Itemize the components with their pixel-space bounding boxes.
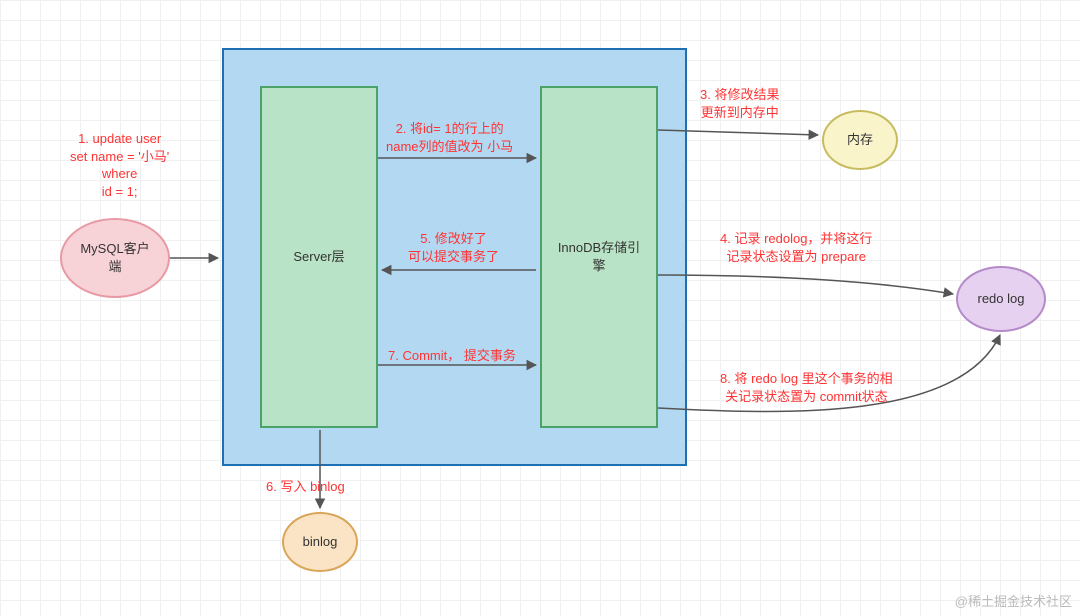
step-8-label: 8. 将 redo log 里这个事务的相 关记录状态置为 commit状态 <box>720 370 893 405</box>
step-4-label: 4. 记录 redolog，并将这行 记录状态设置为 prepare <box>720 230 872 265</box>
mysql-client-node: MySQL客户 端 <box>60 218 170 298</box>
step-3-label: 3. 将修改结果 更新到内存中 <box>700 86 779 121</box>
innodb-label: InnoDB存储引 擎 <box>558 239 640 275</box>
step-1-label: 1. update user set name = '小马' where id … <box>70 130 169 200</box>
memory-node: 内存 <box>822 110 898 170</box>
redolog-label: redo log <box>978 290 1025 308</box>
watermark-text: @稀土掘金技术社区 <box>955 591 1072 610</box>
step-7-label: 7. Commit， 提交事务 <box>388 347 516 365</box>
step-2-label: 2. 将id= 1的行上的 name列的值改为 小马 <box>386 120 513 155</box>
memory-label: 内存 <box>847 131 873 149</box>
step-6-label: 6. 写入 binlog <box>266 478 345 496</box>
server-label: Server层 <box>293 248 344 266</box>
step-5-label: 5. 修改好了 可以提交事务了 <box>408 230 499 265</box>
edge-e4 <box>658 275 953 294</box>
binlog-node: binlog <box>282 512 358 572</box>
server-layer-box: Server层 <box>260 86 378 428</box>
innodb-box: InnoDB存储引 擎 <box>540 86 658 428</box>
client-label: MySQL客户 端 <box>80 240 149 276</box>
binlog-label: binlog <box>303 533 338 551</box>
redolog-node: redo log <box>956 266 1046 332</box>
